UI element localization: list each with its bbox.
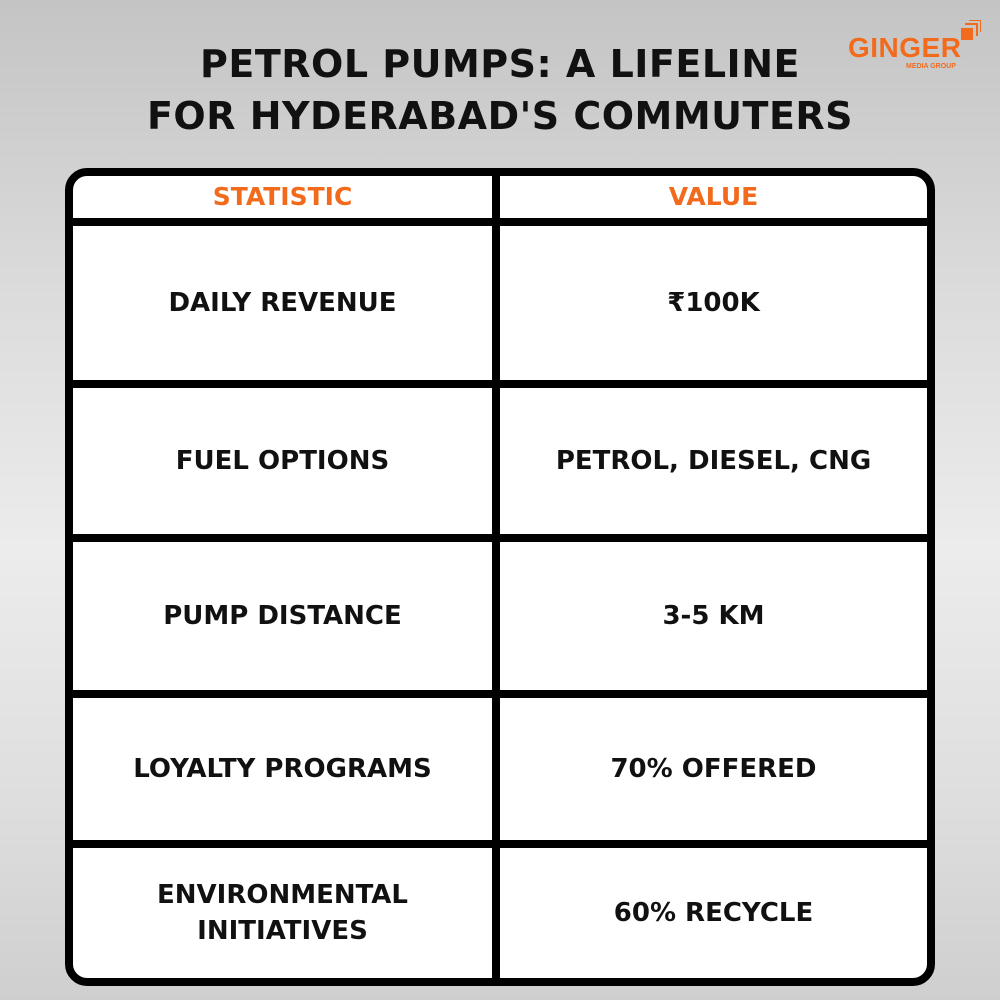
header-value: VALUE [500, 176, 927, 226]
value-cell: 60% RECYCLE [613, 898, 814, 928]
statistic-cell: PUMP DISTANCE [73, 542, 500, 698]
value-cell: ₹100K [500, 226, 927, 388]
statistic-cell: DAILY REVENUE [73, 226, 500, 388]
page-title: PETROL PUMPS: A LIFELINE FOR HYDERABAD'S… [0, 38, 1000, 142]
statistic-cell: FUEL OPTIONS [73, 388, 500, 542]
ginger-logo: GINGER MEDIA GROUP [848, 20, 988, 75]
statistics-table: STATISTIC VALUE DAILY REVENUE ₹100K FUEL… [65, 168, 935, 986]
table-header-row: STATISTIC VALUE [73, 176, 927, 226]
table-row: FUEL OPTIONS PETROL, DIESEL, CNG [73, 388, 927, 542]
table-row: LOYALTY PROGRAMS 70% OFFERED [73, 698, 927, 848]
statistic-cell: LOYALTY PROGRAMS [73, 698, 500, 848]
logo-name: GINGER [848, 32, 962, 63]
table-row: PUMP DISTANCE 3-5 KM [73, 542, 927, 698]
header-statistic: STATISTIC [73, 176, 500, 226]
title-line-2: FOR HYDERABAD'S COMMUTERS [146, 94, 854, 138]
title-line-1: PETROL PUMPS: A LIFELINE [200, 42, 800, 86]
value-cell: PETROL, DIESEL, CNG [500, 388, 927, 542]
table-row: ENVIRONMENTAL INITIATIVES 60% RECYCLE [73, 848, 927, 978]
value-cell: 3-5 KM [500, 542, 927, 698]
statistic-cell: ENVIRONMENTAL INITIATIVES [73, 848, 500, 978]
logo-subtitle: MEDIA GROUP [906, 63, 956, 70]
table-row: DAILY REVENUE ₹100K [73, 226, 927, 388]
logo-mark-icon [961, 20, 981, 40]
value-cell: 70% OFFERED [500, 698, 927, 848]
